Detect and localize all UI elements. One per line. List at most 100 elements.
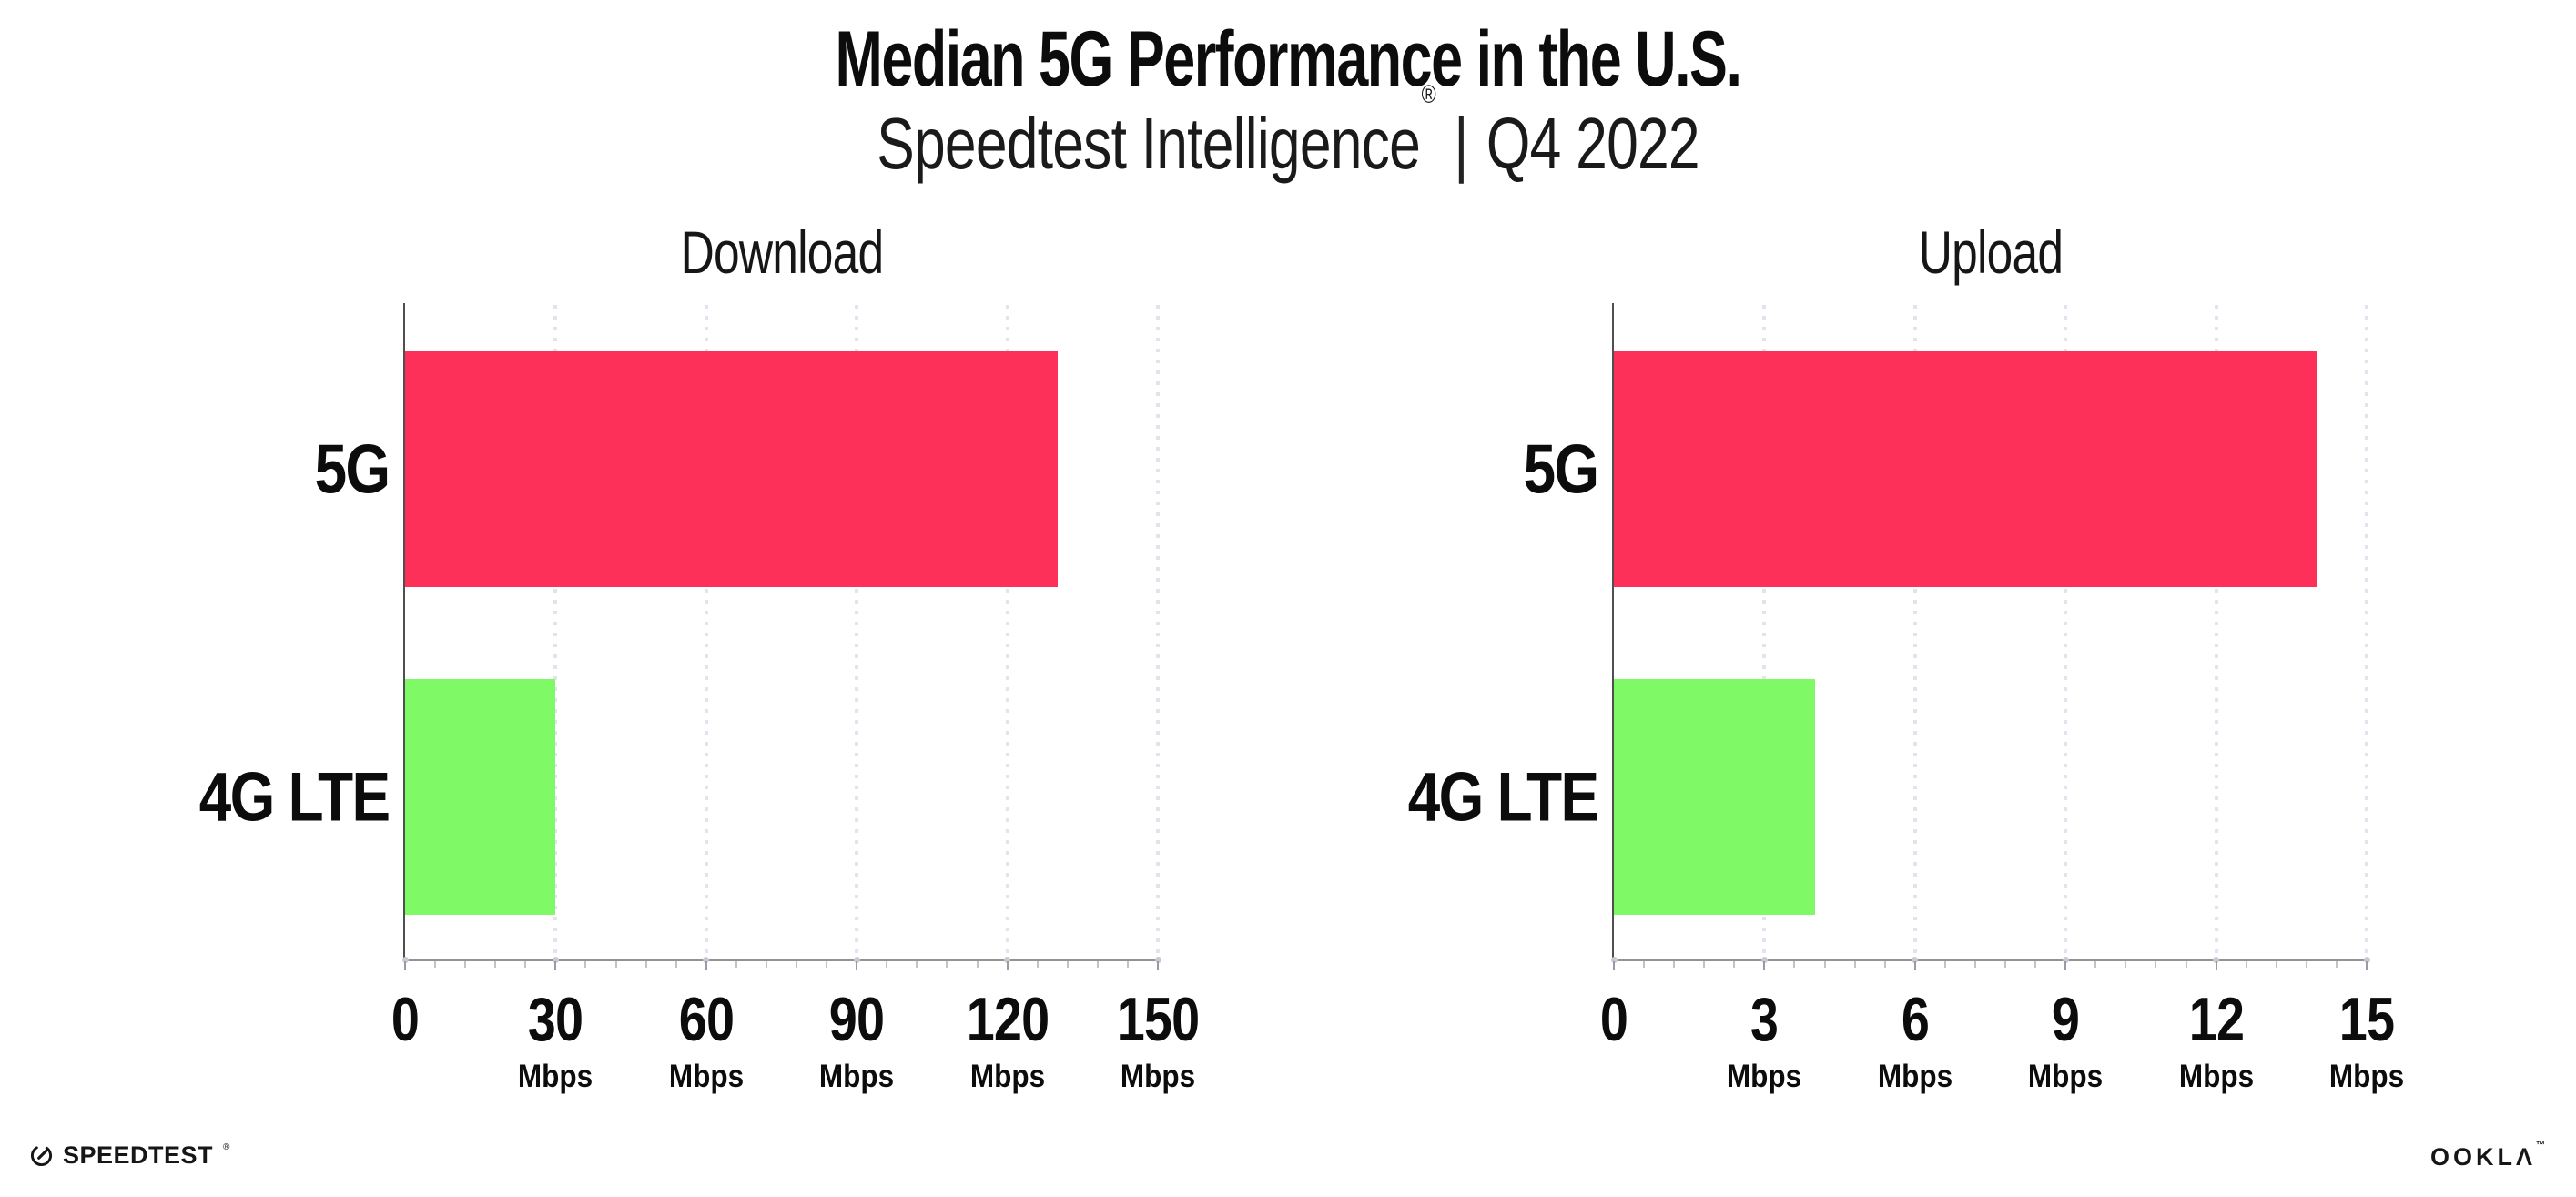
- category-label-4g-lte: 4G LTE: [198, 758, 390, 836]
- axis-minor-tick: [916, 961, 918, 968]
- gridline: [1912, 305, 1917, 959]
- axis-major-tick: [2215, 961, 2217, 970]
- axis-minor-tick: [886, 961, 888, 968]
- x-tick-unit-label: Mbps: [2328, 1059, 2405, 1094]
- x-tick-unit-label: Mbps: [1877, 1059, 1952, 1094]
- ookla-trademark: ™: [2536, 1141, 2545, 1151]
- subtitle-divider: |: [1454, 103, 1468, 184]
- axis-minor-tick: [1733, 961, 1736, 968]
- speedtest-wordmark: SPEEDTEST: [63, 1141, 214, 1169]
- axis-minor-tick: [644, 961, 647, 968]
- chart-title: Upload: [1918, 218, 2063, 286]
- axis-minor-tick: [2275, 961, 2277, 968]
- bar-4g-lte: [1614, 679, 1815, 915]
- gridline: [2365, 305, 2368, 959]
- x-tick-label: 6: [1901, 985, 1930, 1054]
- axis-minor-tick: [1066, 961, 1069, 968]
- x-tick-label: 150: [1116, 985, 1200, 1054]
- bar-5g: [405, 351, 1058, 587]
- axis-major-tick: [2064, 961, 2067, 970]
- axis-minor-tick: [796, 961, 798, 968]
- x-tick-label: 0: [390, 985, 420, 1054]
- category-label-5g: 5G: [1523, 431, 1598, 508]
- gridline: [855, 305, 859, 959]
- x-tick-label: 30: [528, 985, 583, 1054]
- x-tick-label: 60: [678, 985, 735, 1054]
- page-title: Median 5G Performance in the U.S.: [835, 15, 1742, 103]
- download-chart-plot: Download 0 30 Mbps 60 Mbps 90 Mbps 120 Mbps 150 Mbp…: [198, 218, 1200, 1094]
- gridline: [1005, 305, 1009, 959]
- axis-dot: [1004, 957, 1011, 963]
- page-subtitle: Speedtest Intelligence® | Q4 2022: [877, 80, 1700, 186]
- axis-minor-tick: [2125, 961, 2127, 968]
- axis-minor-tick: [2155, 961, 2157, 968]
- x-tick-unit-label: Mbps: [2178, 1059, 2254, 1094]
- axis-minor-tick: [1793, 961, 1796, 968]
- ookla-wordmark: OOKLΛ: [2429, 1143, 2536, 1171]
- speedtest-gauge-icon: [30, 1144, 53, 1167]
- speedtest-logo: SPEEDTEST ®: [30, 1141, 229, 1170]
- axis-dot: [853, 957, 860, 963]
- axis-minor-tick: [1943, 961, 1946, 968]
- gridline: [1762, 305, 1767, 959]
- axis-dot: [2062, 957, 2069, 963]
- axis-minor-tick: [614, 961, 617, 968]
- gridline: [1156, 305, 1160, 959]
- category-label-5g: 5G: [314, 431, 390, 508]
- x-tick-unit-label: Mbps: [1727, 1059, 1802, 1094]
- axis-minor-tick: [2245, 961, 2247, 968]
- chart-title: Download: [680, 218, 883, 286]
- axis-minor-tick: [2335, 961, 2338, 968]
- x-tick-label: 12: [2188, 985, 2244, 1054]
- x-tick-label: 90: [828, 985, 885, 1054]
- axis-major-tick: [1006, 961, 1009, 970]
- axis-minor-tick: [1126, 961, 1129, 968]
- x-tick-unit-label: Mbps: [2028, 1059, 2104, 1094]
- axis-major-tick: [554, 961, 557, 970]
- x-tick-label: 120: [966, 985, 1049, 1054]
- registered-mark: ®: [1421, 80, 1436, 109]
- axis-dot: [1760, 957, 1768, 963]
- x-tick-unit-label: Mbps: [969, 1059, 1045, 1094]
- axis-minor-tick: [1853, 961, 1856, 968]
- axis-dot: [703, 957, 710, 963]
- axis-minor-tick: [2305, 961, 2307, 968]
- axis-major-tick: [1913, 961, 1916, 970]
- subtitle-brand: Speedtest Intelligence: [877, 103, 1421, 184]
- upload-chart-plot: Upload 0 3 Mbps 6 Mbps 9 Mbps 12 Mbps 15 Mbps 5G 4G L…: [1407, 218, 2404, 1094]
- axis-minor-tick: [946, 961, 948, 968]
- axis-dot: [1610, 957, 1618, 963]
- category-label-4g-lte: 4G LTE: [1407, 758, 1598, 836]
- axis-minor-tick: [1973, 961, 1976, 968]
- axis-major-tick: [1613, 961, 1615, 970]
- subtitle-period: Q4 2022: [1486, 103, 1700, 184]
- axis-minor-tick: [1823, 961, 1826, 968]
- axis-major-tick: [856, 961, 858, 970]
- axis-minor-tick: [524, 961, 527, 968]
- x-tick-label: 9: [2052, 985, 2080, 1054]
- axis-minor-tick: [826, 961, 828, 968]
- axis-minor-tick: [2004, 961, 2007, 968]
- x-tick-unit-label: Mbps: [1120, 1059, 1196, 1094]
- axis-minor-tick: [2185, 961, 2187, 968]
- axis-major-tick: [1763, 961, 1766, 970]
- axis-minor-tick: [494, 961, 497, 968]
- axis-minor-tick: [1036, 961, 1039, 968]
- axis-minor-tick: [1673, 961, 1676, 968]
- axis-minor-tick: [1096, 961, 1099, 968]
- axis-minor-tick: [584, 961, 587, 968]
- axis-minor-tick: [976, 961, 979, 968]
- axis-minor-tick: [464, 961, 467, 968]
- x-tick-label: 15: [2338, 985, 2395, 1054]
- bar-4g-lte: [405, 679, 556, 915]
- ookla-logo: OOKLΛ™: [2429, 1141, 2545, 1172]
- gridline: [2214, 305, 2218, 959]
- axis-dot: [401, 957, 409, 963]
- axis-dot: [2213, 957, 2220, 963]
- axis-minor-tick: [1643, 961, 1646, 968]
- axis-minor-tick: [765, 961, 767, 968]
- axis-minor-tick: [1703, 961, 1706, 968]
- axis-minor-tick: [735, 961, 737, 968]
- x-tick-label: 3: [1750, 985, 1779, 1054]
